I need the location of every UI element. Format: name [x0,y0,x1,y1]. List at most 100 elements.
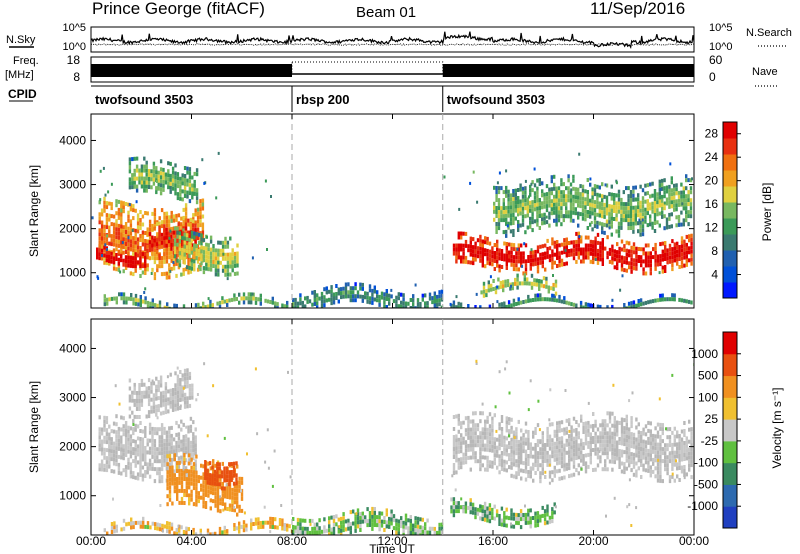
echo-cell [524,429,528,434]
noise-search-trace [90,43,695,46]
echo-cell [170,238,173,243]
echo-cell [658,223,661,228]
echo-cell [560,299,564,304]
echo-cell [192,440,195,445]
echo-cell [144,239,147,243]
echo-cell [424,293,427,298]
echo-cell [577,447,580,452]
echo-cell [455,450,458,455]
echo-cell [486,419,489,424]
echo-cell [122,468,125,473]
echo-cell [308,299,312,304]
echo-cell [188,179,192,184]
echo-cell [628,431,631,436]
echo-cell [407,526,410,531]
echo-cell [508,254,511,259]
echo-cell [154,526,157,531]
echo-cell [158,471,161,476]
echo-region-4 [128,156,199,205]
echo-cell [250,292,253,297]
echo-cell [689,210,693,215]
echo-cell [497,210,501,215]
echo-cell [605,223,609,228]
echo-cell [200,237,203,242]
echo-cell [642,455,645,460]
echo-cell [128,394,132,399]
echo-cell [190,465,193,470]
echo-cell [219,248,222,253]
echo-cell [496,465,499,470]
echo-cell [189,424,193,429]
echo-cell [524,437,528,442]
echo-cell [509,282,512,287]
echo-cell [570,248,573,253]
echo-cell [520,452,523,457]
echo-cell [139,453,142,457]
echo-cell [599,439,602,444]
echo-cell [103,256,106,261]
echo-cell [144,450,147,454]
echo-cell [568,454,571,459]
echo-cell [395,303,398,308]
echo-cell [148,462,152,467]
echo-cell [649,449,652,454]
echo-cell [512,217,515,221]
echo-cell [491,308,493,312]
echo-cell [496,251,499,256]
echo-cell [601,214,604,219]
echo-cell [209,490,212,495]
echo-cell [163,211,166,216]
echo-cell [572,456,576,461]
echo-cell [154,303,157,308]
echo-cell [460,461,463,466]
echo-cell [680,194,683,199]
echo-cell [523,281,526,286]
echo-cell [512,229,515,233]
echo-cell [166,478,169,483]
echo-cell [517,471,520,476]
echo-cell [639,220,642,225]
echo-cell [462,247,465,252]
echo-cell [596,256,600,261]
echo-cell [139,437,142,441]
echo-cell [536,214,539,219]
echo-point [552,274,554,277]
echo-cell [555,222,558,227]
echo-cell [611,423,614,428]
echo-cell [409,527,412,531]
echo-cell [683,243,686,248]
echo-cell [565,300,568,305]
cpid-segment-label-0: twofsound 3503 [95,92,193,107]
echo-cell [421,533,424,535]
echo-cell [151,454,154,459]
echo-cell [134,423,137,428]
echo-cell [680,248,684,253]
echo-cell [630,265,633,270]
echo-cell [637,255,640,259]
echo-cell [159,383,163,388]
echo-cell [536,423,540,428]
echo-cell [462,440,465,445]
echo-cell [134,455,137,460]
echo-cell [572,178,575,183]
echo-cell [112,441,116,446]
echo-point [496,285,499,289]
echo-cell [146,239,149,244]
echo-cell [150,397,153,402]
echo-cell [150,177,153,182]
echo-cell [163,450,166,455]
echo-cell [139,274,142,278]
echo-point [590,221,593,224]
echo-cell [170,234,173,239]
echo-cell [155,384,158,389]
echo-cell [174,383,177,388]
echo-cell [424,526,427,531]
echo-cell [592,440,595,444]
echo-cell [242,300,246,305]
echo-cell [563,242,566,247]
echo-cell [332,296,336,301]
echo-cell [153,208,157,213]
echo-cell [129,434,133,439]
echo-cell [152,405,156,410]
echo-cell [146,438,149,443]
